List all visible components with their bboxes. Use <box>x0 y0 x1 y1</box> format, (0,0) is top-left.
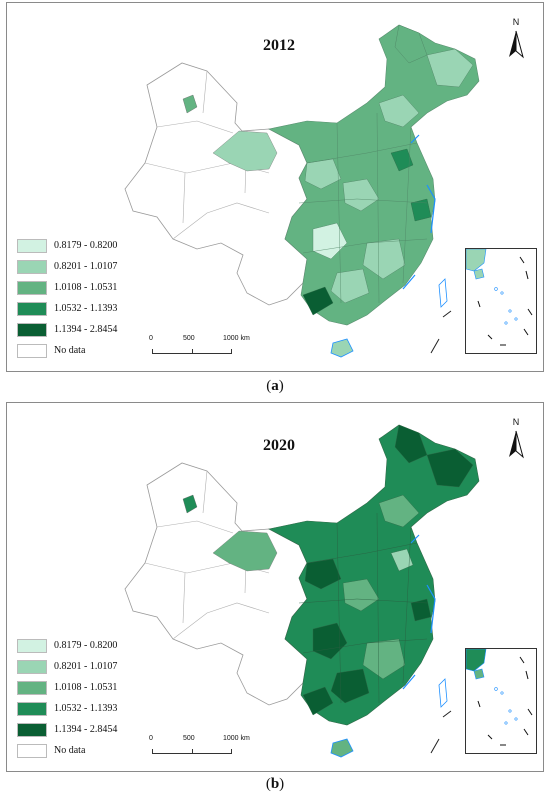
inset-map <box>466 249 533 346</box>
legend-2020: 0.8179 - 0.8200 0.8201 - 1.0107 1.0108 -… <box>17 635 139 761</box>
scale-tick: 1000 km <box>223 735 250 742</box>
legend-swatch <box>17 280 47 295</box>
legend-label: 0.8201 - 1.0107 <box>54 661 118 672</box>
north-arrow-icon <box>509 30 524 59</box>
china-choropleth-map-2020 <box>124 424 480 758</box>
legend-item: 1.1394 - 2.8454 <box>17 719 139 740</box>
legend-2012: 0.8179 - 0.8200 0.8201 - 1.0107 1.0108 -… <box>17 235 139 361</box>
scale-tick: 0 <box>149 735 153 742</box>
legend-label: 1.0532 - 1.1393 <box>54 303 118 314</box>
legend-item: 0.8179 - 0.8200 <box>17 235 139 256</box>
legend-swatch <box>17 322 47 337</box>
legend-item: 1.0532 - 1.1393 <box>17 698 139 719</box>
legend-label: 0.8179 - 0.8200 <box>54 640 118 651</box>
western-region-no-data <box>124 462 308 706</box>
legend-label: 1.0108 - 1.0531 <box>54 682 118 693</box>
legend-swatch <box>17 259 47 274</box>
legend-label: 1.0108 - 1.0531 <box>54 282 118 293</box>
scale-tick: 1000 km <box>223 335 250 342</box>
legend-swatch <box>17 343 47 358</box>
year-title-2020: 2020 <box>263 437 295 454</box>
gansu-strip <box>212 130 278 172</box>
legend-swatch <box>17 722 47 737</box>
legend-label: No data <box>54 745 86 756</box>
scale-tick: 500 <box>183 735 195 742</box>
china-choropleth-map-2012 <box>124 24 480 358</box>
legend-label: 1.0532 - 1.1393 <box>54 703 118 714</box>
scale-bar: 0 500 1000 km <box>145 335 265 369</box>
inset-map <box>466 649 533 746</box>
north-arrow: N <box>501 417 531 463</box>
legend-label: 0.8201 - 1.0107 <box>54 261 118 272</box>
gansu-strip <box>212 530 278 572</box>
legend-item: No data <box>17 740 139 761</box>
scale-midtick <box>192 349 193 354</box>
legend-swatch <box>17 238 47 253</box>
caption-a: (a) <box>266 378 284 394</box>
caption-letter: b <box>270 776 280 792</box>
taiwan-no-data <box>438 678 448 708</box>
legend-item: 1.0108 - 1.0531 <box>17 277 139 298</box>
legend-item: 1.0532 - 1.1393 <box>17 298 139 319</box>
legend-label: No data <box>54 345 86 356</box>
legend-label: 1.1394 - 2.8454 <box>54 324 118 335</box>
legend-swatch <box>17 301 47 316</box>
north-arrow-icon <box>509 430 524 459</box>
map-panel-2012: 2012 N 0.8179 - 0.8200 0.8201 - 1.0107 1… <box>6 2 544 372</box>
north-arrow: N <box>501 17 531 63</box>
map-panel-2020: 2020 N 0.8179 - 0.8200 0.8201 - 1.0107 1… <box>6 402 544 772</box>
legend-item: 0.8179 - 0.8200 <box>17 635 139 656</box>
legend-swatch <box>17 680 47 695</box>
western-region-no-data <box>124 62 308 306</box>
scale-tick: 500 <box>183 335 195 342</box>
legend-swatch <box>17 659 47 674</box>
caption-b: (b) <box>265 776 285 792</box>
legend-item: 1.1394 - 2.8454 <box>17 319 139 340</box>
legend-swatch <box>17 638 47 653</box>
caption-letter: a <box>271 378 279 394</box>
south-china-sea-inset <box>465 648 537 754</box>
taiwan-no-data <box>438 278 448 308</box>
hainan-island <box>330 338 354 358</box>
legend-swatch <box>17 701 47 716</box>
legend-item: 1.0108 - 1.0531 <box>17 677 139 698</box>
xinjiang-region-small <box>182 494 198 514</box>
scale-bar: 0 500 1000 km <box>145 735 265 769</box>
south-china-sea-inset <box>465 248 537 354</box>
scale-tick: 0 <box>149 335 153 342</box>
legend-label: 1.1394 - 2.8454 <box>54 724 118 735</box>
legend-label: 0.8179 - 0.8200 <box>54 240 118 251</box>
scale-midtick <box>192 749 193 754</box>
legend-item: 0.8201 - 1.0107 <box>17 656 139 677</box>
north-label: N <box>512 17 520 27</box>
xinjiang-region-small <box>182 94 198 114</box>
north-label: N <box>512 417 520 427</box>
legend-swatch <box>17 743 47 758</box>
year-title-2012: 2012 <box>263 37 295 54</box>
legend-item: 0.8201 - 1.0107 <box>17 256 139 277</box>
hainan-island <box>330 738 354 758</box>
legend-item: No data <box>17 340 139 361</box>
